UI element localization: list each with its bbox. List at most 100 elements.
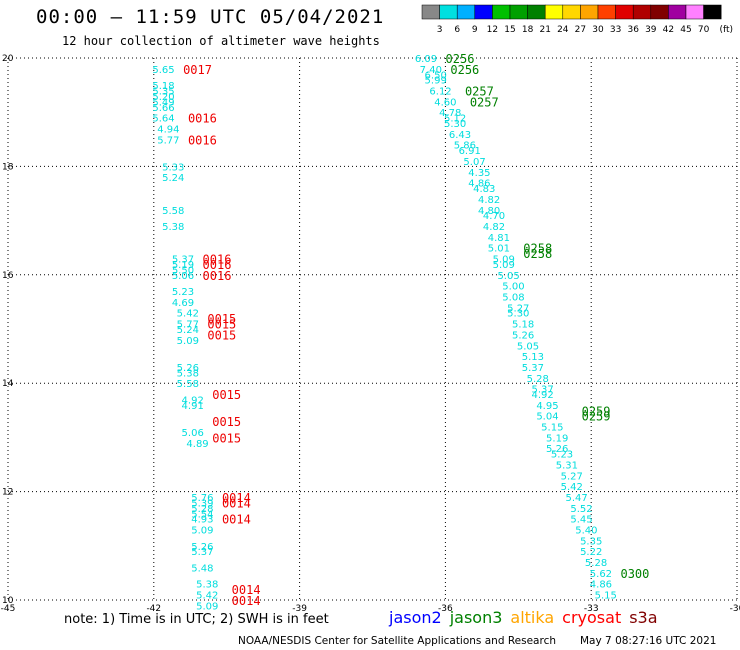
pass-time-label: 0258 — [523, 247, 552, 261]
pass-time-label: 0016 — [203, 253, 232, 267]
colorbar-label: 12 — [487, 25, 498, 35]
legend-item-jason3: jason3 — [449, 608, 503, 627]
swh-value-label: 4.69 — [172, 298, 194, 309]
colorbar-label: 24 — [557, 25, 569, 35]
swh-value-label: 4.93 — [191, 515, 213, 526]
swh-value-label: 5.86 — [454, 141, 476, 152]
swh-value-label: 5.30 — [507, 309, 529, 320]
colorbar-label: 70 — [698, 25, 710, 35]
swh-value-label: 4.82 — [478, 195, 500, 206]
swh-value-label: 5.49 — [152, 97, 174, 108]
y-tick-label: 20 — [2, 54, 14, 64]
colorbar-label: 39 — [645, 25, 657, 35]
footnote: note: 1) Time is in UTC; 2) SWH is in fe… — [64, 612, 329, 627]
swh-value-label: 4.60 — [434, 97, 456, 108]
swh-value-label: 4.78 — [439, 108, 461, 119]
swh-value-label: 5.09 — [177, 336, 199, 347]
credit-text: NOAA/NESDIS Center for Satellite Applica… — [238, 635, 556, 647]
swh-value-label: 5.24 — [162, 173, 184, 184]
swh-value-label: 4.92 — [531, 390, 553, 401]
swh-value-label: 5.06 — [172, 271, 194, 282]
x-tick-label: -30 — [730, 604, 740, 614]
y-tick-label: 18 — [2, 162, 14, 172]
swh-value-label: 5.52 — [570, 504, 592, 515]
swh-value-label: 5.18 — [152, 81, 174, 92]
swh-value-label: 5.26 — [546, 444, 568, 455]
pass-time-label: 0256 — [450, 63, 479, 77]
pass-time-label: 0259 — [582, 410, 611, 424]
legend-item-cryosat: cryosat — [562, 608, 622, 627]
swh-value-label: 5.28 — [191, 504, 213, 515]
swh-value-label: 5.58 — [177, 379, 199, 390]
swh-value-label: 7.40 — [420, 65, 442, 76]
swh-value-label: 5.22 — [580, 547, 602, 558]
swh-value-label: 5.01 — [488, 244, 510, 255]
swh-value-label: 5.37 — [531, 385, 553, 396]
y-tick-label: 16 — [2, 271, 14, 281]
swh-value-label: 5.58 — [162, 206, 184, 217]
colorbar-label: 9 — [472, 25, 478, 35]
swh-value-label: 5.13 — [522, 352, 544, 363]
swh-value-label: 5.76 — [191, 493, 213, 504]
swh-value-label: 5.28 — [527, 374, 549, 385]
swh-value-label: 6.50 — [425, 70, 447, 81]
swh-value-label: 5.30 — [444, 119, 466, 130]
swh-value-label: 5.09 — [493, 260, 515, 271]
swh-value-label: 5.37 — [172, 255, 194, 266]
pass-time-label: 0014 — [222, 496, 251, 510]
swh-value-label: 5.26 — [512, 330, 534, 341]
pass-time-label: 0016 — [203, 258, 232, 272]
legend-item-jason2: jason2 — [389, 608, 442, 627]
pass-time-label: 0259 — [582, 404, 611, 418]
swh-value-label: 5.18 — [512, 320, 534, 331]
colorbar-label: 6 — [454, 25, 460, 35]
swh-value-label: 4.35 — [468, 168, 490, 179]
pass-time-label: 0016 — [188, 133, 217, 147]
swh-value-label: 5.45 — [570, 515, 592, 526]
chart-title: 00:00 – 11:59 UTC 05/04/2021 — [36, 6, 385, 28]
swh-value-label: 5.40 — [575, 526, 597, 537]
swh-value-label: 5.20 — [152, 92, 174, 103]
swh-value-label: 5.37 — [191, 547, 213, 558]
colorbar-label: 27 — [575, 25, 586, 35]
swh-value-label: 5.42 — [177, 309, 199, 320]
credit-date: May 7 08:27:16 UTC 2021 — [580, 635, 717, 647]
swh-value-label: 5.42 — [196, 591, 218, 602]
pass-time-label: 0015 — [212, 431, 241, 445]
swh-value-label: 5.38 — [196, 580, 218, 591]
swh-value-label: 4.89 — [186, 439, 208, 450]
swh-value-label: 5.54 — [191, 509, 213, 520]
swh-value-label: 4.80 — [478, 206, 500, 217]
swh-value-label: 5.62 — [590, 569, 612, 580]
swh-value-label: 5.99 — [425, 76, 447, 87]
colorbar-swatch — [703, 4, 722, 20]
swh-value-label: 5.05 — [517, 341, 539, 352]
swh-value-label: 5.15 — [595, 591, 617, 602]
swh-value-label: 4.70 — [483, 211, 505, 222]
x-tick-label: -33 — [584, 604, 599, 614]
colorbar-label: 21 — [539, 25, 550, 35]
swh-value-label: 4.95 — [536, 401, 558, 412]
pass-time-label: 0258 — [523, 242, 552, 256]
swh-value-label: 5.48 — [191, 563, 213, 574]
swh-value-label: 4.91 — [182, 401, 204, 412]
colorbar-label: 15 — [504, 25, 515, 35]
swh-value-label: 4.86 — [468, 179, 490, 190]
pass-time-label: 0017 — [183, 63, 212, 77]
wave-height-colorbar: 3 6 9 12 15 18 21 24 27 30 33 36 39 42 45 70 (ft) — [421, 4, 733, 35]
swh-value-label: 5.65 — [152, 65, 174, 76]
swh-value-label: 5.24 — [177, 325, 199, 336]
colorbar-label: 3 — [437, 25, 443, 35]
x-tick-label: -45 — [1, 604, 16, 614]
legend-item-altika: altika — [510, 608, 555, 627]
pass-time-label: 0014 — [232, 583, 261, 597]
swh-value-label: 5.08 — [502, 292, 524, 303]
swh-value-label: 4.83 — [473, 184, 495, 195]
pass-time-label: 0016 — [203, 269, 232, 283]
pass-time-label: 0016 — [188, 112, 217, 126]
swh-value-label: 5.39 — [191, 498, 213, 509]
y-tick-label: 14 — [2, 379, 14, 389]
x-tick-label: -36 — [438, 604, 453, 614]
x-tick-label: -39 — [292, 604, 307, 614]
